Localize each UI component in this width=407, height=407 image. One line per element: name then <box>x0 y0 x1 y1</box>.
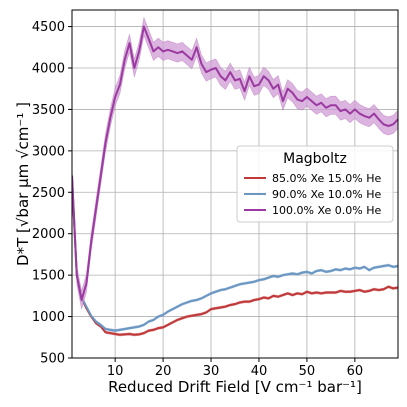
series-band-3 <box>72 16 398 310</box>
y-axis-title-main: D*T [√bar μm √cm⁻¹ ] <box>14 102 32 266</box>
legend-entries: 85.0% Xe 15.0% He 90.0% Xe 10.0% He 100.0%… <box>244 172 381 217</box>
x-tick-label: 10 <box>107 364 124 379</box>
series-band-2 <box>72 174 398 333</box>
plot-frame <box>71 9 399 359</box>
y-axis-title: D*T [√bar μm √cm⁻¹ ] <box>14 102 32 266</box>
legend-title: Magboltz <box>283 151 347 167</box>
plot-area <box>72 16 398 337</box>
series-line-3 <box>72 25 398 301</box>
x-tick-label: 40 <box>251 364 268 379</box>
y-tick-label: 2000 <box>32 227 65 242</box>
legend-label-1: 85.0% Xe 15.0% He <box>272 172 381 185</box>
series-line-2 <box>72 175 398 332</box>
x-tick-label: 60 <box>347 364 364 379</box>
y-tick-label: 4500 <box>32 20 65 35</box>
y-tick-label: 4000 <box>32 62 65 77</box>
y-tick-label: 1000 <box>32 310 65 325</box>
x-axis-title-main: Reduced Drift Field [V cm⁻¹ bar⁻¹] <box>108 378 362 396</box>
y-tick-label: 500 <box>40 352 65 367</box>
x-axis-title: Reduced Drift Field [V cm⁻¹ bar⁻¹] <box>108 378 362 396</box>
ticks: 10 20 30 40 50 60 500 1000 1500 2000 2500 3000 3500 4… <box>32 20 363 379</box>
y-tick-label: 1500 <box>32 269 65 284</box>
y-tick-label: 2500 <box>32 186 65 201</box>
y-tick-label: 3500 <box>32 103 65 118</box>
x-tick-label: 50 <box>299 364 316 379</box>
x-tick-label: 30 <box>203 364 220 379</box>
legend-label-3: 100.0% Xe 0.0% He <box>272 204 381 217</box>
y-tick-label: 3000 <box>32 144 65 159</box>
series-line-1 <box>72 179 398 336</box>
x-tick-label: 20 <box>155 364 172 379</box>
legend: Magboltz 85.0% Xe 15.0% He 90.0% Xe 10.0%… <box>236 145 394 223</box>
legend-label-2: 90.0% Xe 10.0% He <box>272 188 381 201</box>
legend-box <box>236 145 394 223</box>
